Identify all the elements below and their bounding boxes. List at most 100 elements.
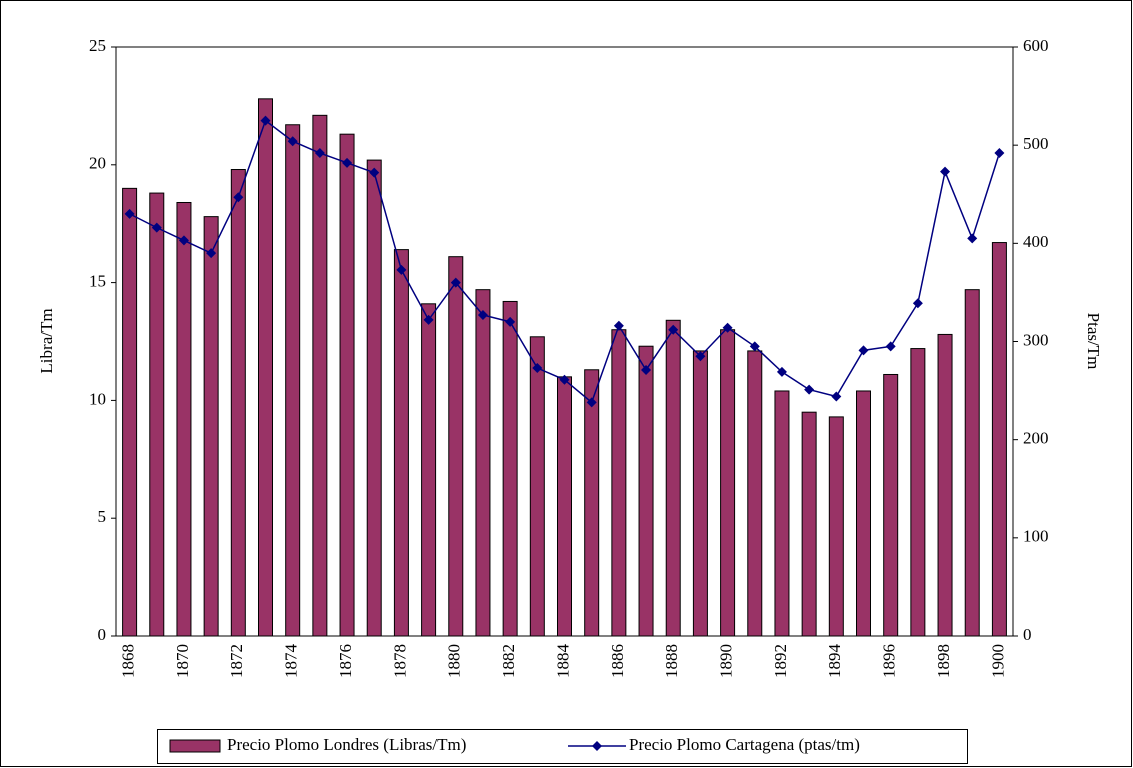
bar [638,345,654,637]
bar [393,249,409,637]
x-tick-label: 1872 [227,644,246,678]
legend-label: Precio Plomo Cartagena (ptas/tm) [629,735,860,754]
bar [312,114,328,637]
marker [314,148,325,159]
marker [477,309,488,320]
marker [396,264,407,275]
marker [940,166,951,177]
bar [883,373,899,637]
legend-swatch [169,739,221,753]
x-tick-label: 1890 [716,644,735,678]
bar [366,159,382,637]
x-tick-label: 1868 [118,644,137,678]
y-tick-label: 0 [98,625,107,644]
marker [804,384,815,395]
marker [260,115,271,126]
y2-tick-label: 400 [1023,232,1049,251]
marker [613,320,624,331]
x-tick-label: 1882 [499,644,518,678]
x-tick-label: 1878 [390,644,409,678]
legend-box [157,729,968,764]
x-tick-label: 1870 [173,644,192,678]
y-tick-label: 5 [98,507,107,526]
x-tick-label: 1876 [336,644,355,678]
bar [774,390,790,637]
bar [964,289,980,637]
marker [287,136,298,147]
y-tick-label: 15 [89,272,106,291]
y2-axis-title: Ptas/Tm [1084,313,1103,370]
bar [421,303,437,637]
x-tick-label: 1874 [282,644,301,679]
bar [665,319,681,637]
y-tick-label: 20 [89,154,106,173]
bar [910,348,926,637]
bar [176,201,192,637]
y2-tick-label: 0 [1023,625,1032,644]
bar [747,350,763,637]
bar [991,242,1007,637]
x-tick-label: 1894 [825,644,844,679]
marker [124,208,135,219]
marker [776,366,787,377]
marker [695,351,706,362]
marker [586,397,597,408]
legend-label: Precio Plomo Londres (Libras/Tm) [227,735,466,754]
bar [937,333,953,637]
bar [203,216,219,637]
marker [858,345,869,356]
x-tick-label: 1900 [988,644,1007,678]
y2-tick-label: 500 [1023,134,1049,153]
marker [912,298,923,309]
marker [342,157,353,168]
marker [369,167,380,178]
bar [828,416,844,637]
marker [885,341,896,352]
marker [559,374,570,385]
bar [611,329,627,637]
bar [584,369,600,637]
bar [692,350,708,637]
bar [801,411,817,637]
x-tick-label: 1898 [934,644,953,678]
bar [529,336,545,637]
bar [285,124,301,637]
marker [831,391,842,402]
legend-marker [592,741,602,751]
bar [856,390,871,637]
marker [722,322,733,333]
bar [230,169,246,637]
marker [967,233,978,244]
y-axis-title: Libra/Tm [37,308,56,373]
bar [502,300,518,637]
x-tick-label: 1886 [608,644,627,678]
marker [423,314,434,325]
x-tick-label: 1888 [662,644,681,678]
marker [206,248,217,259]
marker [450,277,461,288]
marker [749,341,760,352]
bar [149,192,165,637]
marker [233,192,244,203]
marker [505,316,516,327]
bar [339,133,355,637]
x-tick-label: 1884 [553,644,572,679]
y2-tick-label: 600 [1023,36,1049,55]
bar [557,376,572,637]
marker [641,364,652,375]
bar [258,98,273,637]
x-tick-label: 1892 [771,644,790,678]
x-tick-label: 1896 [880,644,899,678]
marker [668,324,679,335]
bar [122,187,138,637]
y2-tick-label: 300 [1023,330,1049,349]
marker [532,363,543,374]
y2-tick-label: 100 [1023,527,1049,546]
bar [720,329,736,637]
marker [151,222,162,233]
y2-tick-label: 200 [1023,429,1049,448]
marker [994,148,1005,159]
y-tick-label: 10 [89,389,106,408]
bar [475,289,491,637]
